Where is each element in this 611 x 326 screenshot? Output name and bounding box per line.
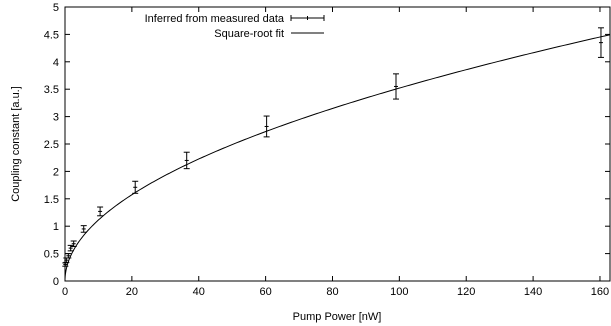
x-tick-label: 0	[62, 286, 68, 298]
y-tick-label: 2	[53, 166, 59, 178]
data-point	[65, 253, 72, 259]
y-axis-title: Coupling constant [a.u.]	[10, 86, 22, 202]
x-tick-label: 60	[259, 286, 271, 298]
data-point	[80, 225, 87, 233]
x-tick-labels: 0 20 40 60 80 100 120 140 160	[62, 286, 609, 298]
x-tick-label: 40	[193, 286, 205, 298]
y-tick-label: 3	[53, 112, 59, 124]
y-tick-label: 4.5	[44, 29, 59, 41]
data-point	[97, 206, 104, 217]
x-axis-title: Pump Power [nW]	[293, 311, 382, 323]
legend-marker-data	[290, 15, 325, 21]
y-tick-label: 1	[53, 221, 59, 233]
data-point	[62, 262, 69, 267]
legend-label-fit: Square-root fit	[214, 28, 284, 40]
data-point	[597, 27, 604, 58]
y-tick-labels: 0 0.5 1 1.5 2 2.5 3 3.5 4 4.5 5	[44, 2, 59, 288]
y-tick-label: 4	[53, 57, 59, 69]
x-tick-label: 120	[457, 286, 475, 298]
fit-curve	[64, 34, 611, 281]
legend-label-data: Inferred from measured data	[145, 13, 285, 25]
x-tick-label: 20	[126, 286, 138, 298]
y-tick-label: 1.5	[44, 194, 59, 206]
x-tick-label: 140	[524, 286, 542, 298]
y-tick-label: 0	[53, 276, 59, 288]
data-point	[67, 244, 74, 252]
data-point	[70, 240, 77, 247]
data-point	[263, 115, 270, 138]
x-tick-label: 160	[591, 286, 609, 298]
x-tick-label: 80	[326, 286, 338, 298]
legend: Inferred from measured data Square-root …	[145, 13, 325, 40]
fit-layer	[64, 34, 611, 281]
x-tick-label: 100	[390, 286, 408, 298]
plot-frame	[64, 6, 611, 282]
plot-area	[64, 6, 611, 282]
data-points-layer	[62, 27, 604, 267]
data-point	[132, 180, 139, 194]
axis-ticks	[64, 6, 610, 282]
y-tick-label: 5	[53, 2, 59, 14]
data-point	[393, 73, 400, 100]
y-tick-label: 3.5	[44, 84, 59, 96]
y-tick-label: 0.5	[44, 249, 59, 261]
data-point	[183, 151, 190, 170]
y-tick-label: 2.5	[44, 139, 59, 151]
